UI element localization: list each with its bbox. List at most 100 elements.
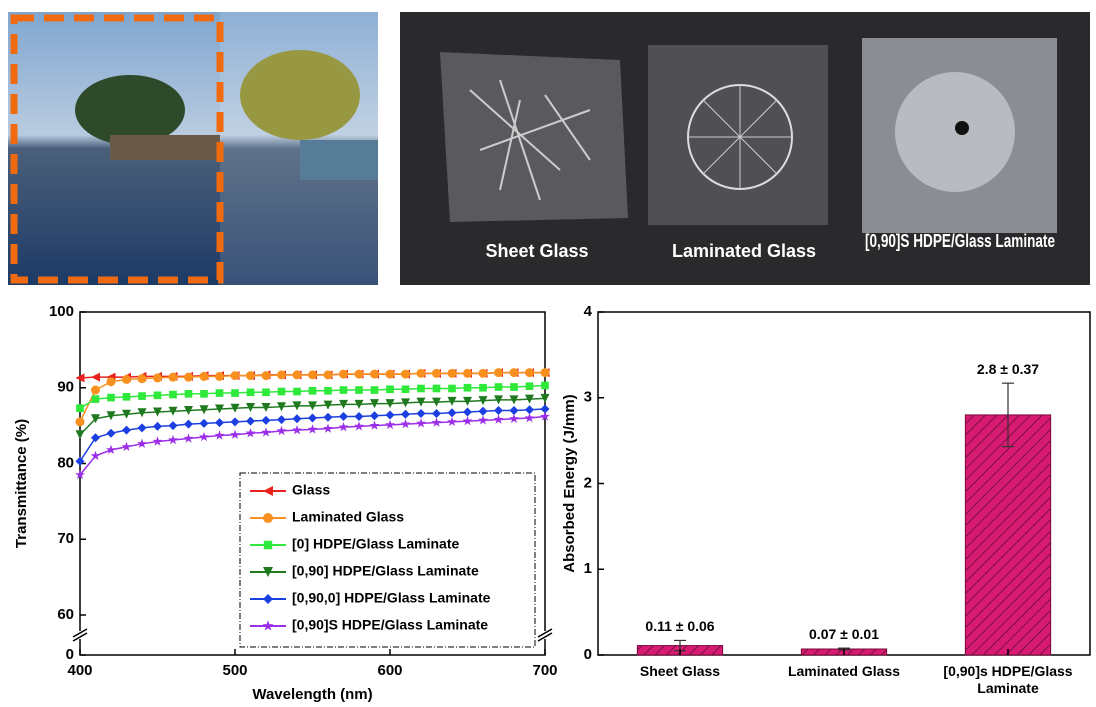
y-axis-label: Absorbed Energy (J/mm): [561, 394, 578, 572]
marker: [215, 418, 224, 427]
marker: [154, 392, 162, 400]
x-tick-label: 500: [222, 662, 247, 679]
y-tick-label: 100: [49, 303, 74, 320]
marker: [277, 370, 286, 379]
bar: [965, 415, 1050, 655]
legend-label: [0,90]S HDPE/Glass Laminate: [292, 617, 488, 633]
marker: [510, 383, 518, 391]
marker: [448, 408, 457, 417]
marker: [417, 409, 426, 418]
marker: [76, 430, 85, 439]
trees: [75, 75, 185, 145]
y-tick-label: 0: [66, 646, 74, 663]
impact-zone: [895, 72, 1015, 192]
marker: [417, 385, 425, 393]
marker: [153, 422, 162, 431]
marker: [247, 388, 255, 396]
marker: [370, 370, 379, 379]
marker: [91, 451, 101, 460]
marker: [91, 433, 100, 442]
marker: [355, 370, 364, 379]
marker: [495, 383, 503, 391]
y-tick-label: 2: [584, 474, 592, 491]
marker: [386, 411, 395, 420]
marker: [308, 414, 317, 423]
marker: [541, 382, 549, 390]
legend-label: Glass: [292, 482, 330, 498]
marker: [433, 385, 441, 393]
marker: [463, 369, 472, 378]
marker: [525, 368, 534, 377]
y-axis-label: Transmittance (%): [13, 419, 30, 548]
marker: [123, 393, 131, 401]
marker: [309, 387, 317, 395]
marker: [308, 370, 317, 379]
marker: [169, 421, 178, 430]
marker: [401, 370, 410, 379]
marker: [510, 406, 519, 415]
marker: [107, 429, 116, 438]
x-tick-label: 600: [377, 662, 402, 679]
legend-label: [0,90] HDPE/Glass Laminate: [292, 563, 479, 579]
photo-label: [0,90]S HDPE/Glass Laminate: [865, 231, 1055, 251]
marker: [169, 373, 178, 382]
x-tick-label: Laminated Glass: [762, 663, 926, 680]
marker: [107, 394, 115, 402]
value-label: 2.8 ± 0.37: [977, 361, 1039, 377]
marker: [340, 386, 348, 394]
marker: [200, 419, 209, 428]
marker: [464, 384, 472, 392]
x-tick-label: 700: [532, 662, 557, 679]
marker: [231, 417, 240, 426]
marker: [355, 412, 364, 421]
cracks: [688, 85, 792, 189]
marker: [278, 388, 286, 396]
marker: [246, 417, 255, 426]
legend-label: [0] HDPE/Glass Laminate: [292, 536, 459, 552]
x-tick-label: [0,90]s HDPE/Glass Laminate: [926, 663, 1090, 697]
boat: [110, 135, 220, 160]
sheet-glass-sample: [440, 52, 628, 222]
marker: [386, 385, 394, 393]
photo-label: Laminated Glass: [672, 241, 816, 261]
y-tick-label: 90: [57, 379, 74, 396]
y-tick-label: 70: [57, 530, 74, 547]
value-label: 0.11 ± 0.06: [645, 618, 714, 634]
marker: [76, 404, 84, 412]
y-tick-label: 60: [57, 606, 74, 623]
marker: [355, 386, 363, 394]
x-tick-label: 400: [67, 662, 92, 679]
marker: [92, 395, 100, 403]
legend-marker: [264, 541, 273, 550]
photo-panel: Sheet Glass Laminated Glass [0,90]S HDPE…: [0, 0, 1096, 295]
impact-hole: [955, 121, 969, 135]
marker: [479, 407, 488, 416]
legend-label: Laminated Glass: [292, 509, 404, 525]
marker: [324, 387, 332, 395]
marker: [200, 372, 209, 381]
marker: [138, 374, 147, 383]
y-tick-label: 3: [584, 389, 592, 406]
marker: [138, 423, 147, 432]
marker: [293, 370, 302, 379]
marker: [526, 382, 534, 390]
marker: [510, 368, 519, 377]
y-tick-label: 0: [584, 646, 592, 663]
marker: [215, 372, 224, 381]
marker: [76, 417, 85, 426]
marker: [122, 375, 131, 384]
marker: [448, 369, 457, 378]
marker: [339, 370, 348, 379]
marker: [277, 415, 286, 424]
marker: [184, 420, 193, 429]
legend-marker: [263, 513, 273, 523]
photo-label: Sheet Glass: [485, 241, 588, 261]
marker: [402, 385, 410, 393]
marker: [541, 368, 550, 377]
marker: [246, 371, 255, 380]
marker: [432, 409, 441, 418]
haze: [220, 12, 378, 285]
marker: [231, 371, 240, 380]
marker: [216, 389, 224, 397]
